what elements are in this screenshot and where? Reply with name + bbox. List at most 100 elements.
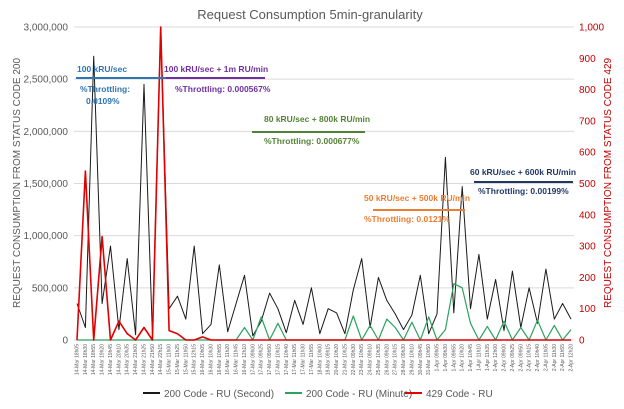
x-tick-label: 30-Mar 09h45: [418, 344, 424, 375]
annotation-note: %Throttling: 0.00199%: [478, 186, 569, 196]
x-tick-label: 17-Mar 10h40: [284, 344, 290, 375]
x-tick-label: 17-Mar 09h00: [250, 344, 256, 375]
x-tick-label: 1-Apr 11h35: [485, 344, 491, 371]
x-tick-label: 24-Mar 09h10: [368, 344, 374, 375]
x-tick-label: 14-Mar 18h05: [75, 344, 81, 375]
x-tick-label: 31-Mar 10h50: [426, 344, 432, 375]
x-tick-label: 16-Mar 10h55: [217, 344, 223, 375]
x-tick-label: 16-Mar 10h05: [200, 344, 206, 375]
x-tick-label: 1-Apr 10h45: [468, 344, 474, 372]
annotation-note: %Throttling:: [80, 84, 130, 94]
x-tick-label: 2-Apr 11h55: [560, 344, 566, 371]
left-tick-label: 1,000,000: [24, 231, 69, 242]
legend: 200 Code - RU (Second) 200 Code - RU (Mi…: [143, 389, 493, 400]
annotation-note: %Throttling: 0.000567%: [175, 84, 271, 94]
x-tick-label: 14-Mar 21h00: [133, 344, 139, 375]
right-tick-label: 900: [579, 54, 596, 65]
x-tick-label: 17-Mar 10h15: [275, 344, 281, 375]
x-tick-label: 1-Apr 11h10: [476, 344, 482, 371]
annotation-note: %Throttling: 0.0121%: [364, 214, 450, 224]
right-tick-label: 400: [579, 210, 596, 221]
left-tick-label: 2,500,000: [24, 75, 69, 86]
x-tick-label: 15-Mar 11h25: [175, 344, 181, 375]
x-tick-label: 2-Apr 09h25: [510, 344, 516, 372]
x-tick-label: 1-Apr 09h05: [435, 344, 441, 372]
x-tick-label: 17-Mar 11h55: [309, 344, 315, 375]
right-tick-label: 500: [579, 179, 596, 190]
x-tick-label: 15-Mar 12h15: [192, 344, 198, 375]
left-tick-label: 3,000,000: [24, 23, 69, 34]
legend-label-429: 429 Code - RU: [426, 389, 493, 400]
left-axis-ticks: 0 500,000 1,000,000 1,500,000 2,000,000 2,500…: [24, 23, 69, 347]
left-axis-label: REQUEST CONSUMPTION FROM STATUS CODE 200: [12, 58, 23, 308]
x-tick-label: 26-Mar 09h20: [384, 344, 390, 375]
x-tick-label: 2-Apr 09h50: [518, 344, 524, 372]
x-tick-label: 2-Apr 12h20: [569, 344, 575, 372]
legend-label-minute: 200 Code - RU (Minute): [306, 389, 412, 400]
x-tick-label: 15-Mar 11h00: [167, 344, 173, 375]
x-tick-label: 17-Mar 11h05: [292, 344, 298, 375]
x-tick-label: 17-Mar 11h30: [301, 344, 307, 375]
x-tick-label: 1-Apr 10h20: [460, 344, 466, 372]
right-tick-label: 700: [579, 116, 596, 127]
left-tick-label: 500,000: [32, 283, 69, 294]
x-tick-label: 14-Mar 20h10: [116, 344, 122, 375]
right-tick-label: 100: [579, 304, 596, 315]
right-tick-label: 1,000: [579, 23, 604, 34]
x-tick-label: 1-Apr 09h55: [451, 344, 457, 372]
x-tick-label: 16-Mar 10h30: [209, 344, 215, 375]
legend-label-second: 200 Code - RU (Second): [164, 389, 274, 400]
grid-lines: [74, 26, 574, 341]
left-tick-label: 0: [62, 336, 68, 347]
x-tick-label: 17-Mar 09h50: [267, 344, 273, 375]
x-tick-label: 25-Mar 10h35: [376, 344, 382, 375]
right-tick-label: 0: [579, 336, 585, 347]
x-tick-label: 23-Mar 10h05: [359, 344, 365, 375]
x-tick-label: 16-Mar 11h45: [234, 344, 240, 375]
x-tick-label: 19-Mar 09h15: [326, 344, 332, 375]
annotation-note: 0.0109%: [86, 96, 120, 106]
x-tick-label: 20-Mar 10h20: [334, 344, 340, 375]
chart-title: Request Consumption 5min-granularity: [197, 7, 423, 22]
right-axis-label: REQUEST CONSUMPTION FROM STATUS CODE 429: [603, 58, 614, 308]
right-axis-ticks: 0 100 200 300 400 500 600 700 800 900 1,000: [579, 23, 604, 347]
x-tick-label: 14-Mar 19h45: [108, 344, 114, 375]
x-tick-label: 14-Mar 20h35: [125, 344, 131, 375]
left-tick-label: 1,500,000: [24, 179, 69, 190]
series-line-429: [76, 26, 571, 341]
x-tick-label: 15-Mar 11h50: [183, 344, 189, 375]
x-tick-label: 28-Mar 09h30: [401, 344, 407, 375]
right-tick-label: 800: [579, 85, 596, 96]
x-tick-label: 14-Mar 21h50: [150, 344, 156, 375]
x-tick-label: 16-Mar 12h10: [242, 344, 248, 375]
right-tick-label: 200: [579, 273, 596, 284]
annotation-note: %Throttling: 0.000677%: [264, 136, 360, 146]
x-tick-label: 14-Mar 18h30: [83, 344, 89, 375]
annotation-label: 50 kRU/sec + 500k RU/min: [364, 193, 470, 203]
x-tick-label: 2-Apr 11h30: [552, 344, 558, 371]
annotations-layer: 100 kRU/sec %Throttling: 0.0109% 100 kRU/se…: [76, 64, 576, 224]
annotation-label: 80 kRU/sec + 800k RU/min: [264, 114, 370, 124]
x-axis-tick-labels: 14-Mar 18h05 14-Mar 18h30 14-Mar 18h55 14-M…: [75, 344, 575, 375]
x-tick-label: 14-Mar 21h25: [142, 344, 148, 375]
x-tick-label: 22-Mar 09h30: [351, 344, 357, 375]
right-tick-label: 300: [579, 242, 596, 253]
x-tick-label: 2-Apr 10h40: [535, 344, 541, 372]
x-tick-label: 17-Mar 09h25: [259, 344, 265, 375]
annotation-label: 100 kRU/sec + 1m RU/min: [164, 64, 268, 74]
x-tick-label: 2-Apr 11h05: [543, 344, 549, 371]
right-tick-label: 600: [579, 148, 596, 159]
x-tick-label: 21-Mar 10h25: [342, 344, 348, 375]
x-tick-label: 1-Apr 09h30: [443, 344, 449, 372]
annotation-label: 60 kRU/sec + 600k RU/min: [470, 167, 576, 177]
left-tick-label: 2,000,000: [24, 127, 69, 138]
x-tick-label: 2-Apr 10h15: [527, 344, 533, 372]
x-tick-label: 1-Apr 12h00: [493, 344, 499, 372]
annotation-label: 100 kRU/sec: [77, 64, 127, 74]
x-tick-label: 18-Mar 10h00: [317, 344, 323, 375]
x-tick-label: 29-Mar 10h10: [409, 344, 415, 375]
x-tick-label: 2-Apr 09h00: [502, 344, 508, 372]
x-tick-label: 14-Mar 18h55: [91, 344, 97, 375]
x-tick-label: 27-Mar 10h15: [393, 344, 399, 375]
